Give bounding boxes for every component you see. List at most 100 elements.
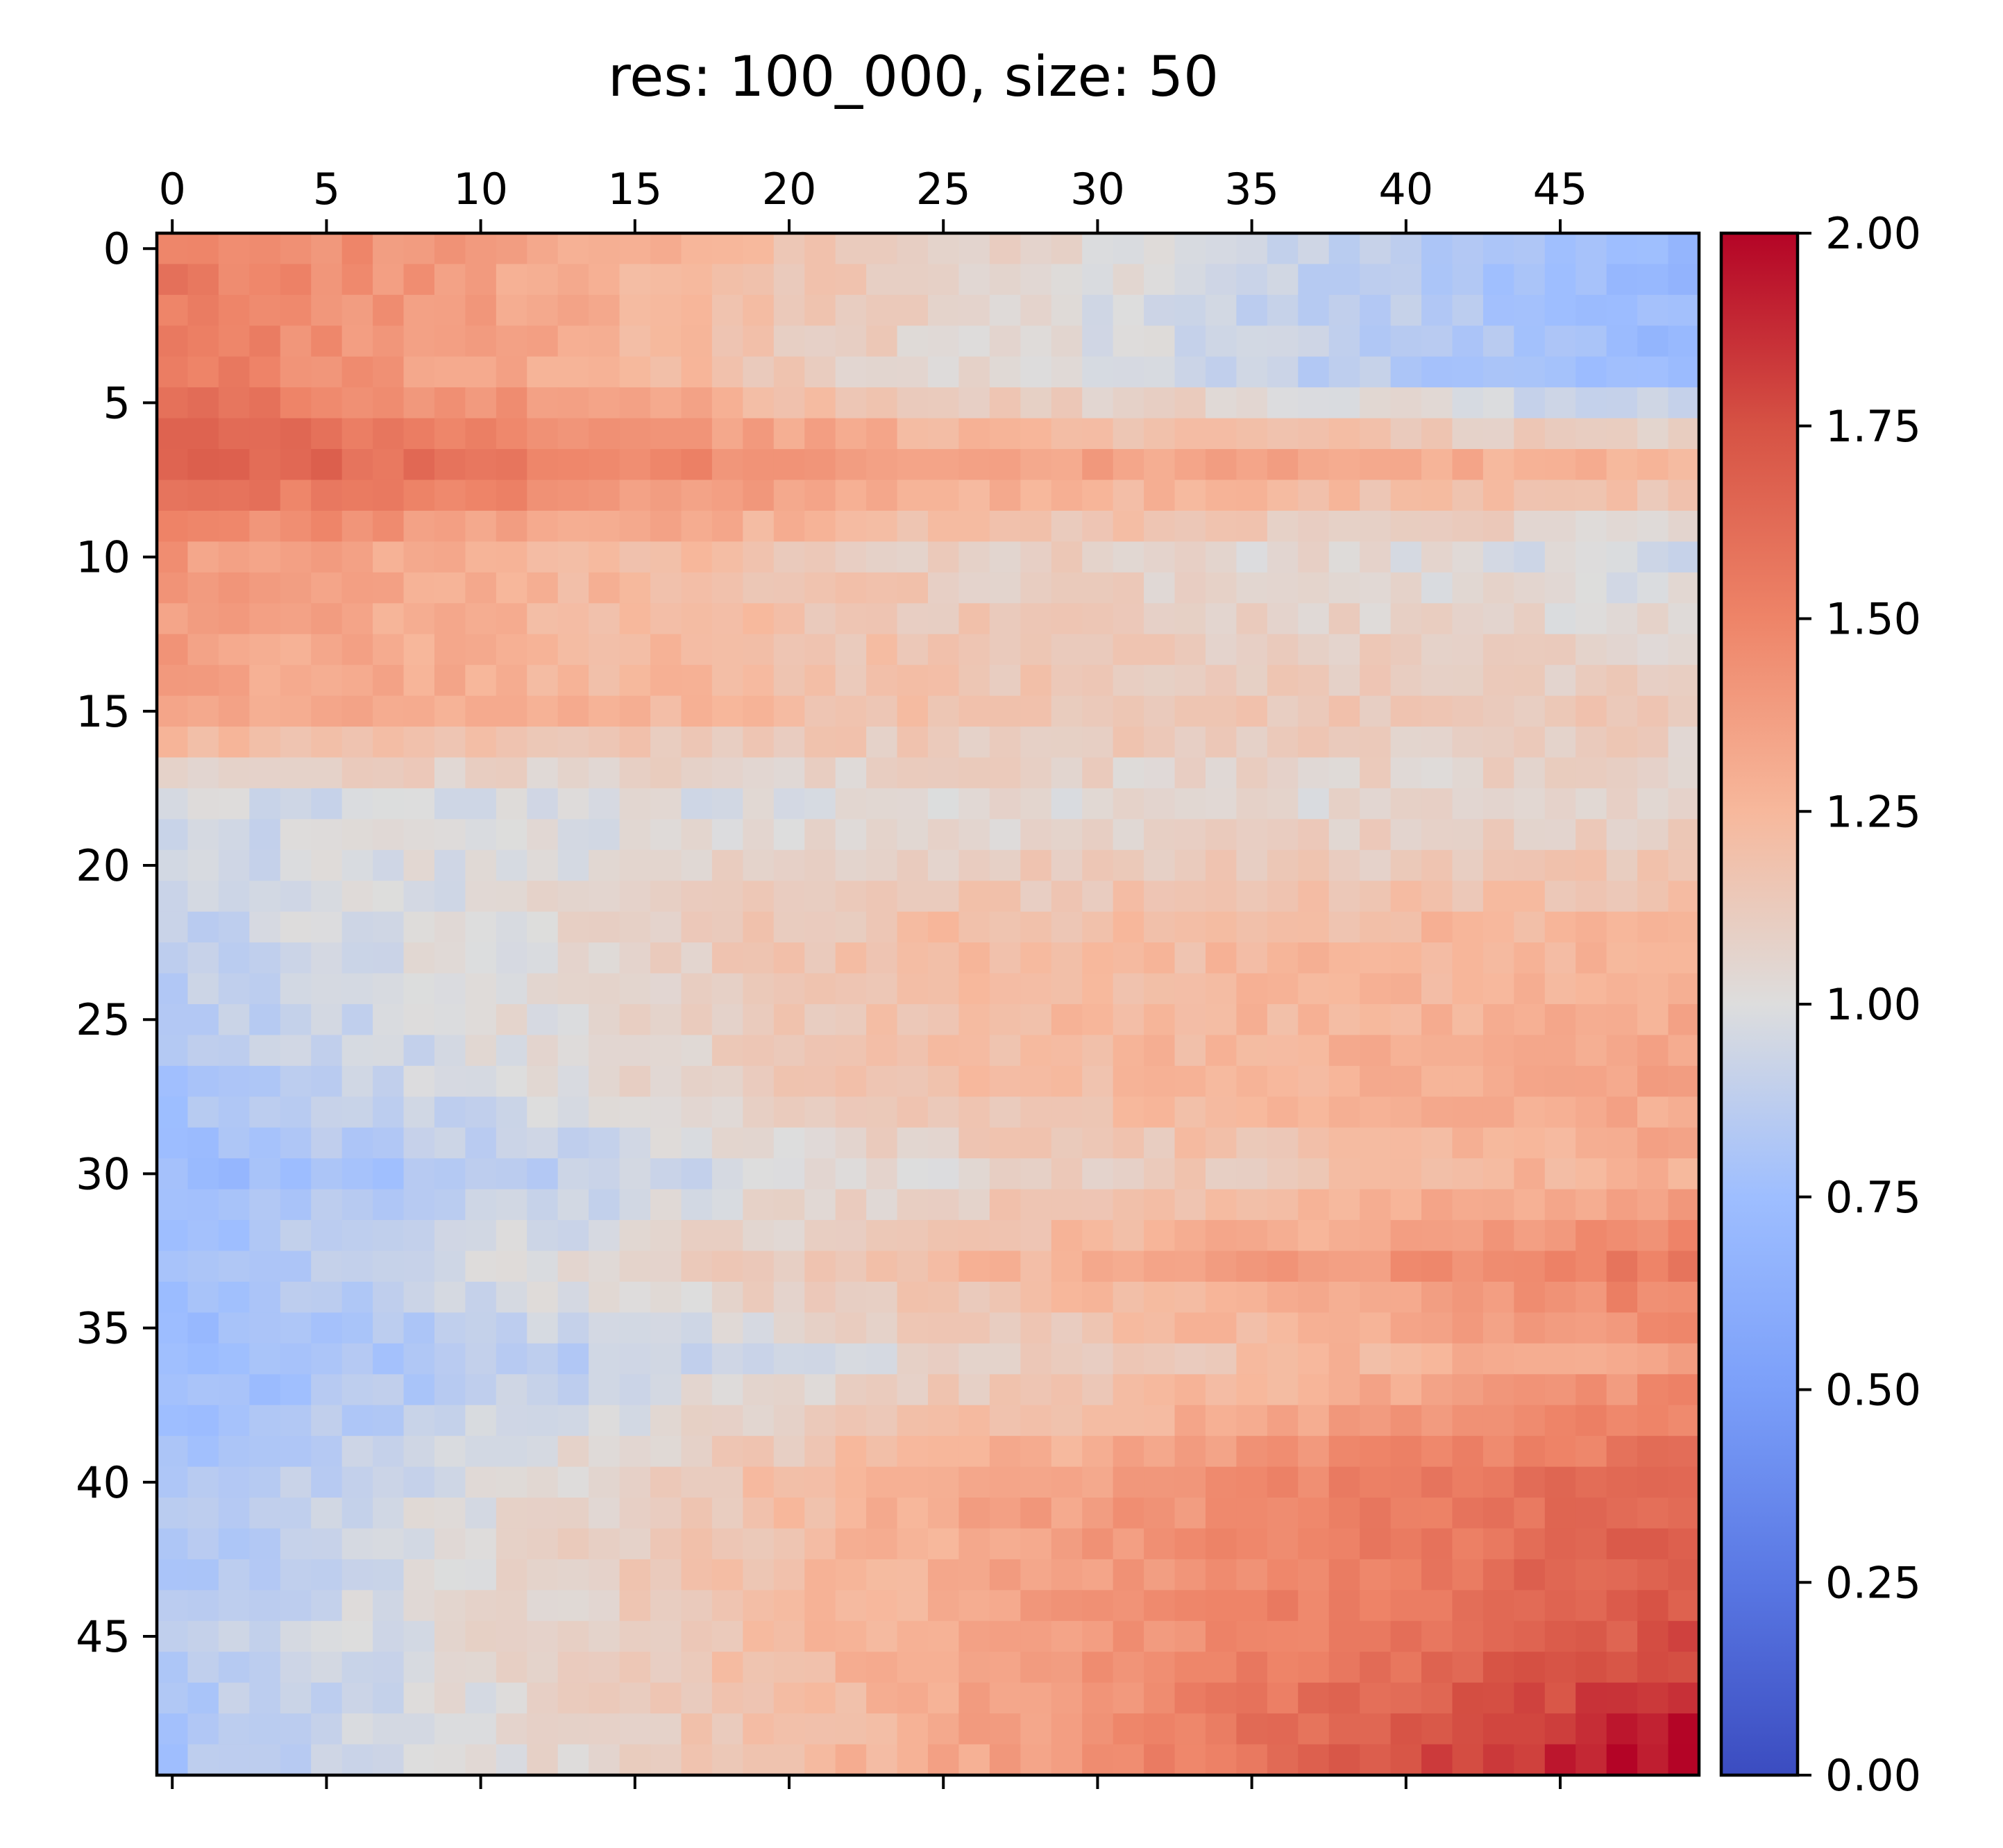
heatmap-cell xyxy=(1205,1127,1237,1159)
heatmap-cell xyxy=(897,1374,929,1406)
heatmap-cell xyxy=(1575,1158,1607,1190)
heatmap-cell xyxy=(1113,510,1144,542)
heatmap-cell xyxy=(1328,1590,1360,1622)
heatmap-cell xyxy=(619,1251,651,1282)
heatmap-cell xyxy=(1051,819,1083,851)
heatmap-cell xyxy=(619,1466,651,1498)
heatmap-cell xyxy=(311,387,343,419)
heatmap-cell xyxy=(589,665,620,697)
heatmap-cell xyxy=(1174,541,1206,573)
heatmap-cell xyxy=(403,233,435,265)
heatmap-cell xyxy=(681,572,713,604)
heatmap-cell xyxy=(989,1620,1021,1652)
heatmap-cell xyxy=(373,634,405,666)
heatmap-cell xyxy=(218,1251,250,1282)
heatmap-cell xyxy=(1020,1158,1052,1190)
heatmap-cell xyxy=(1328,480,1360,511)
heatmap-cell xyxy=(743,1436,775,1468)
heatmap-cell xyxy=(589,942,620,974)
heatmap-cell xyxy=(1144,1559,1176,1591)
heatmap-cell xyxy=(311,1281,343,1313)
heatmap-cell xyxy=(1452,233,1484,265)
heatmap-cell xyxy=(311,1559,343,1591)
heatmap-cell xyxy=(1236,356,1268,388)
heatmap-cell xyxy=(1174,1004,1206,1036)
heatmap-cell xyxy=(1144,1528,1176,1560)
heatmap-cell xyxy=(1452,849,1484,881)
heatmap-cell xyxy=(804,1652,836,1684)
heatmap-cell xyxy=(1020,1251,1052,1282)
heatmap-cell xyxy=(1360,1127,1392,1159)
heatmap-cell xyxy=(496,233,527,265)
heatmap-cell xyxy=(403,1498,435,1529)
heatmap-cell xyxy=(249,233,281,265)
heatmap-cell xyxy=(218,603,250,635)
heatmap-cell xyxy=(1298,387,1330,419)
heatmap-cell xyxy=(619,233,651,265)
x-tick-label: 40 xyxy=(1378,164,1433,214)
heatmap-cell xyxy=(373,665,405,697)
heatmap-cell xyxy=(1544,449,1576,481)
heatmap-cell xyxy=(218,1096,250,1128)
heatmap-cell xyxy=(650,973,682,1005)
heatmap-cell xyxy=(280,387,312,419)
heatmap-cell xyxy=(1421,1004,1453,1036)
heatmap-cell xyxy=(373,1405,405,1436)
heatmap-cell xyxy=(249,911,281,943)
heatmap-cell xyxy=(1328,1466,1360,1498)
heatmap-cell xyxy=(743,603,775,635)
heatmap-cell xyxy=(743,1498,775,1529)
heatmap-cell xyxy=(1544,757,1576,789)
heatmap-cell xyxy=(743,1127,775,1159)
heatmap-cell xyxy=(1544,819,1576,851)
heatmap-cell xyxy=(711,294,743,326)
heatmap-cell xyxy=(187,387,219,419)
heatmap-cell xyxy=(743,1343,775,1375)
heatmap-cell xyxy=(1606,757,1638,789)
heatmap-cell xyxy=(989,881,1021,913)
colorbar-tick-label: 1.50 xyxy=(1825,594,1921,645)
heatmap-cell xyxy=(218,1436,250,1468)
heatmap-cell xyxy=(1637,480,1669,511)
heatmap-cell xyxy=(1205,788,1237,820)
heatmap-cell xyxy=(1328,665,1360,697)
heatmap-cell xyxy=(557,480,589,511)
heatmap-cell xyxy=(1390,510,1422,542)
heatmap-cell xyxy=(1390,973,1422,1005)
heatmap-cell xyxy=(1328,634,1360,666)
heatmap-cell xyxy=(897,1652,929,1684)
heatmap-cell xyxy=(434,1498,466,1529)
heatmap-cell xyxy=(928,1652,960,1684)
heatmap-cell xyxy=(434,1312,466,1344)
heatmap-cell xyxy=(1544,356,1576,388)
heatmap-cell xyxy=(1668,911,1700,943)
heatmap-cell xyxy=(928,1312,960,1344)
heatmap-cell xyxy=(1051,294,1083,326)
heatmap-cell xyxy=(1144,1343,1176,1375)
heatmap-cell xyxy=(589,1652,620,1684)
heatmap-cell xyxy=(1544,572,1576,604)
heatmap-cell xyxy=(1606,1127,1638,1159)
heatmap-cell xyxy=(496,1158,527,1190)
heatmap-cell xyxy=(1637,603,1669,635)
heatmap-cell xyxy=(157,603,189,635)
heatmap-cell xyxy=(1637,1682,1669,1714)
heatmap-cell xyxy=(1360,665,1392,697)
heatmap-cell xyxy=(711,634,743,666)
heatmap-cell xyxy=(1668,665,1700,697)
heatmap-cell xyxy=(557,1096,589,1128)
heatmap-cell xyxy=(1051,233,1083,265)
heatmap-cell xyxy=(403,480,435,511)
heatmap-cell xyxy=(1328,294,1360,326)
heatmap-cell xyxy=(187,1744,219,1776)
heatmap-cell xyxy=(1267,1096,1299,1128)
heatmap-cell xyxy=(711,1682,743,1714)
heatmap-cell xyxy=(866,1528,898,1560)
heatmap-cell xyxy=(527,356,559,388)
heatmap-cells xyxy=(157,233,1700,1776)
heatmap-cell xyxy=(1174,1528,1206,1560)
heatmap-cell xyxy=(1544,1682,1576,1714)
heatmap-cell xyxy=(1390,1682,1422,1714)
heatmap-cell xyxy=(1668,480,1700,511)
heatmap-cell xyxy=(1174,881,1206,913)
